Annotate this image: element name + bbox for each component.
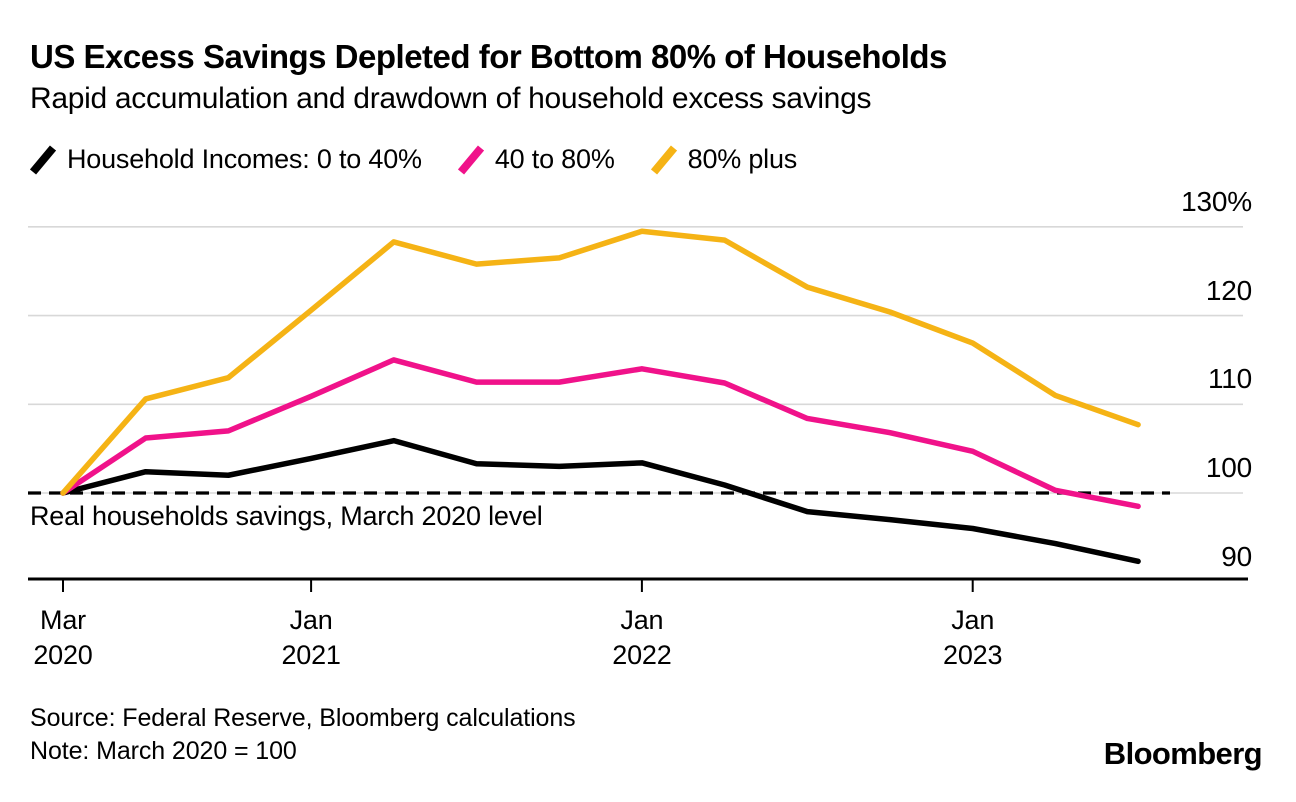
chart-subtitle: Rapid accumulation and drawdown of house… [30, 82, 872, 115]
x-label-year: 2022 [612, 640, 672, 670]
x-axis-label: Mar 2020 [0, 603, 143, 673]
slash-icon [650, 144, 677, 175]
x-label-month: Mar [40, 605, 86, 635]
y-axis-label: 120 [1205, 274, 1252, 306]
baseline-annotation: Real households savings, March 2020 leve… [30, 501, 543, 531]
legend-label: 40 to 80% [494, 144, 615, 174]
slash-icon [457, 144, 484, 175]
series-line-80-plus [60, 228, 1141, 496]
bloomberg-logo: Bloomberg [1103, 736, 1263, 771]
legend-label: Household Incomes: 0 to 40% [67, 144, 422, 174]
legend-label: 80% plus [687, 144, 798, 174]
legend-item-80-plus: 80% plus [650, 144, 798, 175]
x-label-year: 2021 [281, 640, 341, 670]
x-label-year: 2020 [33, 640, 93, 670]
x-label-month: Jan [951, 605, 995, 635]
series-line-household-incomes-0-to-40- [60, 437, 1141, 565]
legend-item-40-80: 40 to 80% [457, 144, 615, 175]
x-label-month: Jan [289, 605, 333, 635]
x-label-month: Jan [620, 605, 664, 635]
y-axis-label: 130% [1181, 185, 1252, 217]
note-text: Note: March 2020 = 100 [30, 737, 297, 765]
legend-item-0-40: Household Incomes: 0 to 40% [30, 144, 422, 175]
y-axis-label: 100 [1205, 452, 1252, 483]
y-axis-labels: 130% 120 110 100 90 [1100, 0, 1252, 700]
legend: Household Incomes: 0 to 40% 40 to 80% 80… [30, 144, 833, 175]
y-axis-label: 90 [1221, 540, 1252, 572]
x-label-year: 2023 [943, 640, 1003, 670]
x-axis-label: Jan 2021 [231, 603, 391, 673]
y-axis-label: 110 [1207, 363, 1252, 395]
x-axis-label: Jan 2023 [893, 603, 1053, 673]
x-axis-labels: Mar 2020 Jan 2021 Jan 2022 Jan 2023 [0, 603, 1053, 673]
chart-title: US Excess Savings Depleted for Bottom 80… [30, 38, 947, 75]
slash-icon [30, 144, 56, 175]
series-line-40-to-80- [60, 357, 1141, 510]
x-axis-label: Jan 2022 [562, 603, 722, 673]
source-text: Source: Federal Reserve, Bloomberg calcu… [30, 704, 576, 732]
